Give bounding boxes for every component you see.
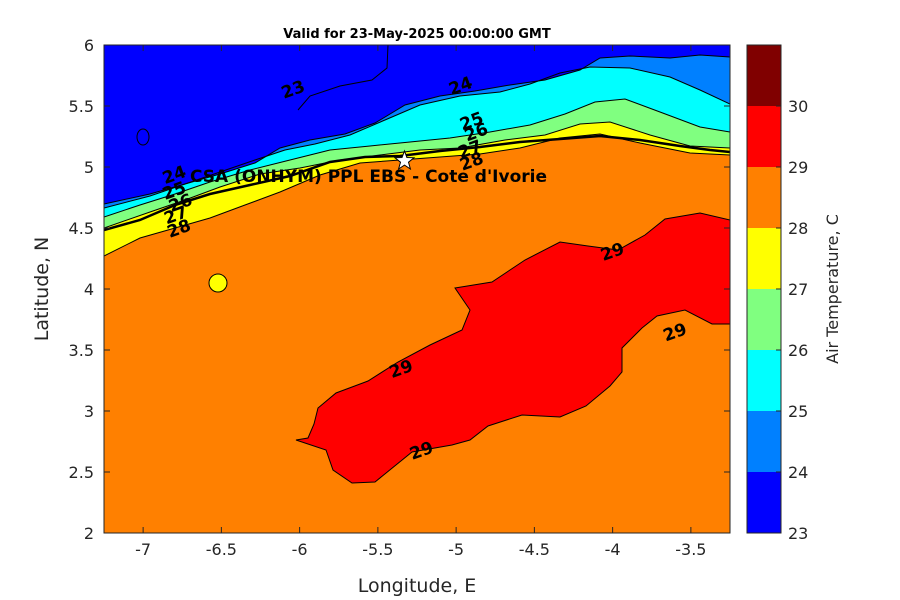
colorbar-label: Air Temperature, C xyxy=(823,214,842,364)
colorbar-segment xyxy=(747,167,781,228)
y-tick-label: 3 xyxy=(84,402,94,421)
y-tick-label: 5 xyxy=(84,158,94,177)
colorbar-segment xyxy=(747,45,781,106)
y-tick-label: 4.5 xyxy=(69,219,94,238)
colorbar-tick-label: 26 xyxy=(788,341,808,360)
coastline xyxy=(104,134,730,232)
y-tick-label: 4 xyxy=(84,280,94,299)
colorbar-tick-label: 24 xyxy=(788,463,808,482)
colorbar-tick-label: 30 xyxy=(788,97,808,116)
colorbar-tick-label: 23 xyxy=(788,524,808,543)
x-tick-label: -6 xyxy=(292,540,308,559)
y-tick-label: 5.5 xyxy=(69,97,94,116)
y-tick-label: 2 xyxy=(84,524,94,543)
site-star-icon[interactable] xyxy=(393,149,416,171)
x-tick-label: -7 xyxy=(135,540,151,559)
colorbar-segment xyxy=(747,106,781,167)
colorbar-segment xyxy=(747,472,781,533)
x-tick-label: -4.5 xyxy=(519,540,550,559)
band-29-30 xyxy=(296,213,730,483)
colorbar-tick-label: 25 xyxy=(788,402,808,421)
plot-area xyxy=(104,45,730,533)
colorbar-tick-label: 27 xyxy=(788,280,808,299)
x-tick-label: -3.5 xyxy=(675,540,706,559)
x-axis-label: Longitude, E xyxy=(358,575,477,597)
x-tick-label: -4 xyxy=(605,540,621,559)
y-tick-label: 3.5 xyxy=(69,341,94,360)
colorbar: 23 24 25 26 27 28 29 30 xyxy=(746,44,808,543)
x-tick-label: -5.5 xyxy=(362,540,393,559)
band-27-28-island xyxy=(209,274,227,292)
x-axis: -7 -6.5 -6 -5.5 -5 -4.5 -4 -3.5 xyxy=(135,45,706,559)
y-axis-label: Latitude, N xyxy=(31,237,53,342)
site-label: CSA (ONHYM) PPL EBS - Cote d'Ivorie xyxy=(190,167,547,187)
y-tick-label: 2.5 xyxy=(69,463,94,482)
x-tick-label: -5 xyxy=(448,540,464,559)
map-title: Valid for 23-May-2025 00:00:00 GMT xyxy=(283,27,551,42)
y-axis: 2 2.5 3 3.5 4 4.5 5 5.5 6 xyxy=(69,36,730,543)
x-tick-label: -6.5 xyxy=(206,540,237,559)
colorbar-tick-label: 29 xyxy=(788,158,808,177)
band-23-24 xyxy=(104,45,730,204)
y-tick-label: 6 xyxy=(84,36,94,55)
colorbar-segment xyxy=(747,411,781,472)
colorbar-segment xyxy=(747,228,781,289)
colorbar-segment xyxy=(747,289,781,350)
colorbar-segment xyxy=(747,350,781,411)
site-star-shape xyxy=(393,149,416,171)
colorbar-tick-label: 28 xyxy=(788,219,808,238)
